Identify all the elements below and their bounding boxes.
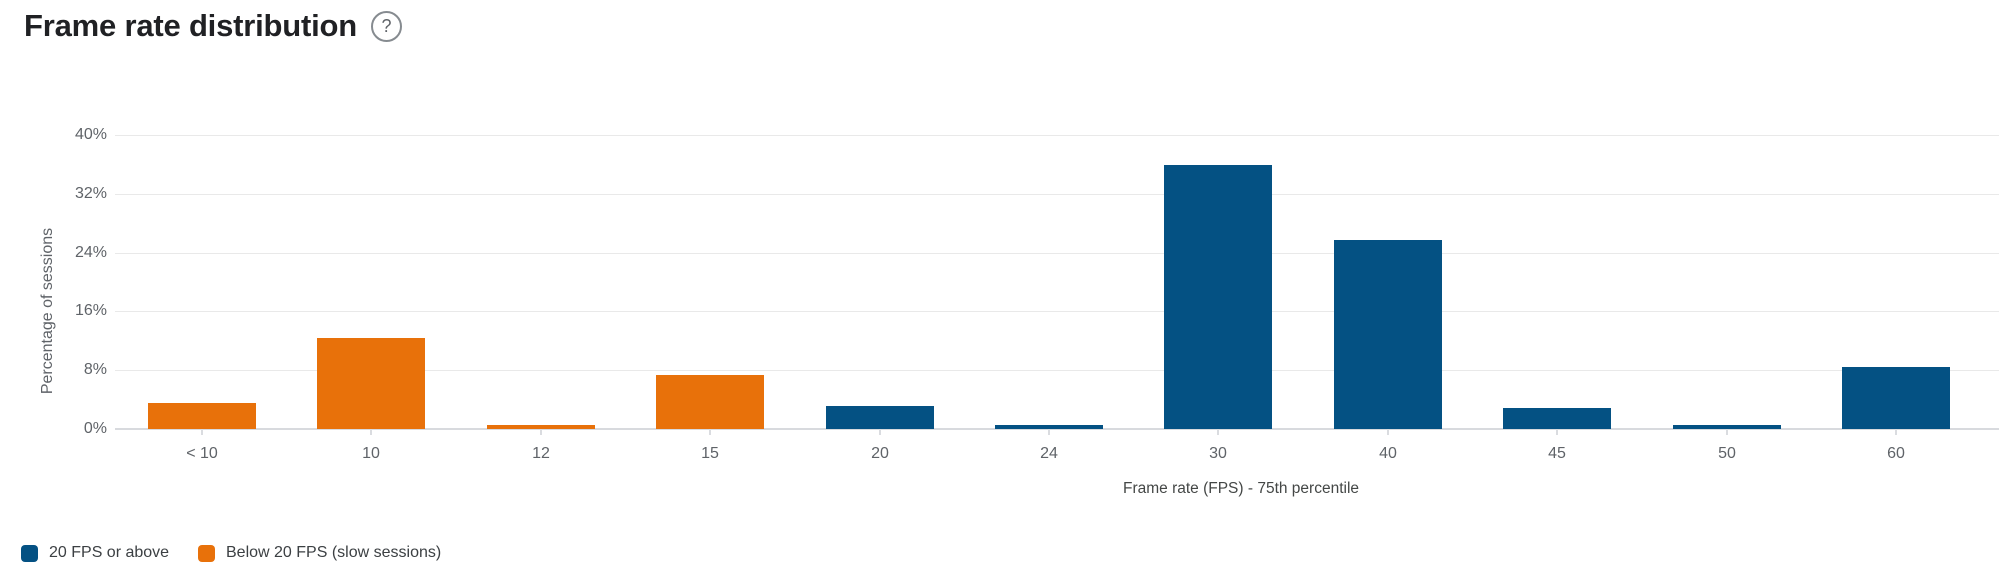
x-tick-mark [1387, 429, 1389, 435]
x-tick-label: 50 [1718, 445, 1736, 462]
x-tick-mark [1726, 429, 1728, 435]
x-tick-mark [201, 429, 203, 435]
x-tick-label: < 10 [186, 445, 218, 462]
bar-45[interactable] [1503, 408, 1611, 429]
x-tick-mark [1048, 429, 1050, 435]
chart-legend: 20 FPS or above Below 20 FPS (slow sessi… [0, 536, 1999, 570]
x-tick-mark [879, 429, 881, 435]
y-tick-label: 0% [83, 420, 107, 437]
x-tick-mark [540, 429, 542, 435]
y-tick-label: 40% [74, 126, 107, 143]
x-tick-label: 15 [701, 445, 719, 462]
bar-40[interactable] [1334, 240, 1442, 429]
gridline-8% [115, 370, 1999, 371]
help-icon[interactable]: ? [371, 10, 403, 42]
chart-header: Frame rate distribution ? [24, 8, 403, 44]
x-tick-mark [1556, 429, 1558, 435]
gridline-32% [115, 194, 1999, 195]
x-tick-label: 24 [1040, 445, 1058, 462]
x-tick-label: 10 [362, 445, 380, 462]
bar-10[interactable] [317, 338, 425, 429]
gridline-40% [115, 135, 1999, 136]
legend-label: 20 FPS or above [49, 544, 170, 561]
bar-20[interactable] [826, 406, 934, 429]
y-tick-label: 24% [74, 244, 107, 261]
bar-12[interactable] [487, 425, 595, 429]
bar-24[interactable] [995, 425, 1103, 429]
legend-label: Below 20 FPS (slow sessions) [226, 544, 442, 561]
y-tick-label: 16% [74, 302, 107, 319]
x-tick-label: 30 [1209, 445, 1227, 462]
page-title: Frame rate distribution [24, 8, 358, 43]
x-tick-label: 12 [532, 445, 550, 462]
bar-15[interactable] [656, 375, 764, 429]
bar-30[interactable] [1164, 165, 1272, 429]
x-tick-label: 45 [1548, 445, 1566, 462]
bar-<10[interactable] [148, 403, 256, 429]
x-tick-mark [1895, 429, 1897, 435]
gridline-16% [115, 311, 1999, 312]
bar-60[interactable] [1842, 367, 1950, 429]
gridline-24% [115, 253, 1999, 254]
x-tick-mark [709, 429, 711, 435]
y-tick-label: 8% [83, 361, 107, 378]
legend-item-below-20fps[interactable]: Below 20 FPS (slow sessions) [198, 544, 441, 562]
gridline-0% [115, 428, 1999, 430]
x-tick-label: 20 [871, 445, 889, 462]
legend-item-20fps-or-above[interactable]: 20 FPS or above [21, 544, 169, 562]
y-tick-label: 32% [74, 185, 107, 202]
x-axis-title: Frame rate (FPS) - 75th percentile [1122, 480, 1360, 497]
x-tick-mark [1217, 429, 1219, 435]
x-tick-label: 60 [1887, 445, 1905, 462]
legend-swatch-orange [198, 544, 215, 562]
legend-swatch-blue [21, 544, 38, 562]
bar-50[interactable] [1673, 425, 1781, 429]
x-tick-label: 40 [1379, 445, 1397, 462]
x-tick-mark [370, 429, 372, 435]
